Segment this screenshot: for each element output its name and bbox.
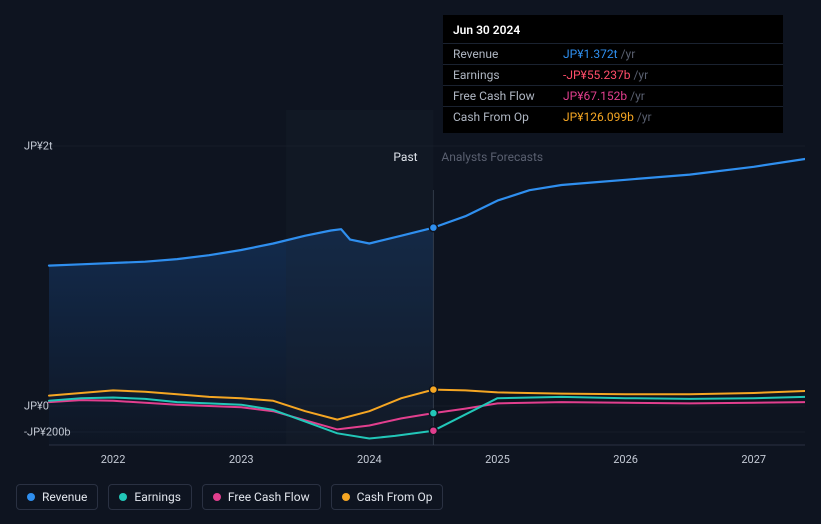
tooltip-row-value: JP¥67.152b/yr [553, 86, 783, 107]
chart-tooltip: Jun 30 2024 RevenueJP¥1.372t/yrEarnings-… [443, 15, 783, 133]
x-tick-label: 2026 [613, 453, 638, 466]
legend-label: Earnings [134, 490, 181, 504]
y-tick-label: -JP¥200b [24, 426, 71, 439]
legend-item-free_cash_flow[interactable]: Free Cash Flow [202, 484, 321, 510]
legend-item-revenue[interactable]: Revenue [16, 484, 98, 510]
x-tick-label: 2027 [741, 453, 766, 466]
legend-label: Revenue [42, 490, 87, 504]
tooltip-row-label: Revenue [443, 44, 553, 65]
tooltip-title: Jun 30 2024 [443, 23, 783, 43]
x-tick-label: 2023 [229, 453, 254, 466]
y-tick-label: JP¥2t [24, 140, 53, 153]
tooltip-row-label: Free Cash Flow [443, 86, 553, 107]
x-tick-label: 2025 [485, 453, 510, 466]
legend-item-earnings[interactable]: Earnings [108, 484, 192, 510]
tooltip-row-revenue: RevenueJP¥1.372t/yr [443, 44, 783, 65]
tooltip-row-cash_from_op: Cash From OpJP¥126.099b/yr [443, 107, 783, 128]
tooltip-row-value: JP¥1.372t/yr [553, 44, 783, 65]
legend-dot [27, 493, 35, 501]
tooltip-row-label: Cash From Op [443, 107, 553, 128]
y-tick-label: JP¥0 [24, 400, 49, 413]
legend-dot [342, 493, 350, 501]
legend-dot [119, 493, 127, 501]
tooltip-row-value: JP¥126.099b/yr [553, 107, 783, 128]
tooltip-row-label: Earnings [443, 65, 553, 86]
tooltip-rows: RevenueJP¥1.372t/yrEarnings-JP¥55.237b/y… [443, 44, 783, 128]
chart-legend: Revenue Earnings Free Cash Flow Cash From O… [16, 484, 443, 510]
x-tick-label: 2022 [101, 453, 126, 466]
tooltip-row-earnings: Earnings-JP¥55.237b/yr [443, 65, 783, 86]
section-label-forecast: Analysts Forecasts [441, 150, 543, 164]
section-label-past: Past [393, 150, 417, 164]
legend-label: Cash From Op [357, 490, 433, 504]
tooltip-row-value: -JP¥55.237b/yr [553, 65, 783, 86]
legend-dot [213, 493, 221, 501]
x-tick-label: 2024 [357, 453, 382, 466]
legend-label: Free Cash Flow [228, 490, 310, 504]
tooltip-row-free_cash_flow: Free Cash FlowJP¥67.152b/yr [443, 86, 783, 107]
legend-item-cash_from_op[interactable]: Cash From Op [331, 484, 444, 510]
